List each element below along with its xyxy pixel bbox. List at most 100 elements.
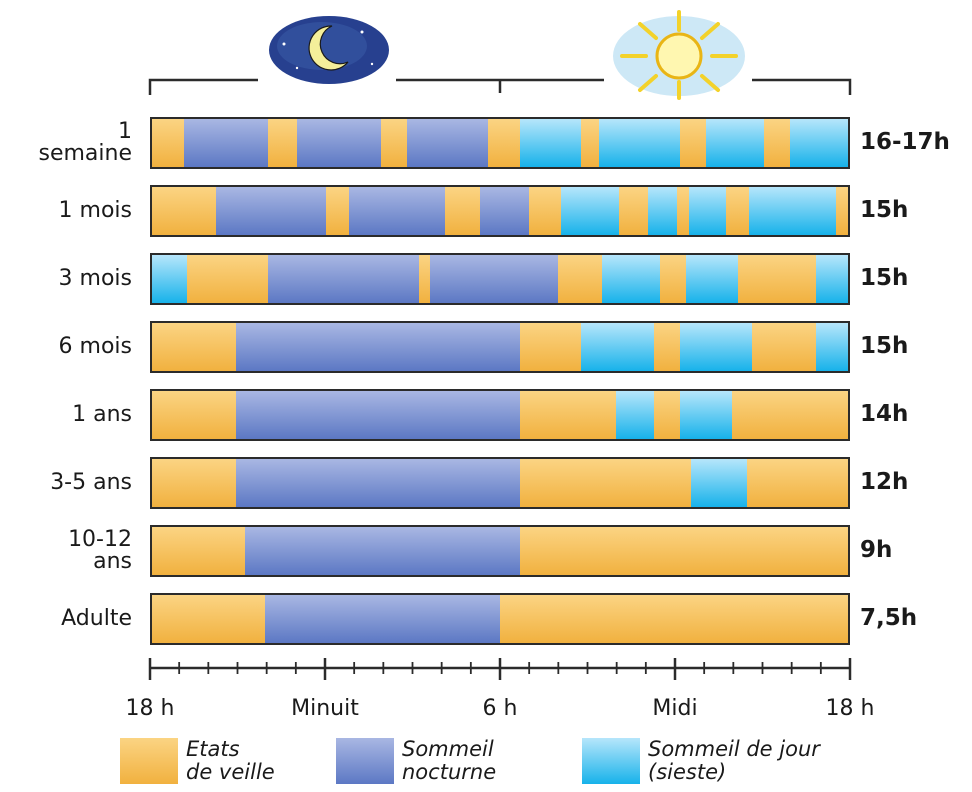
axis-label: Midi	[652, 696, 698, 721]
sleep-bar	[150, 117, 850, 169]
segment-nocturne	[236, 323, 521, 371]
row-label: 1 ans	[0, 404, 132, 426]
segment-veille	[653, 323, 681, 371]
row-total: 7,5h	[860, 605, 918, 631]
row-total: 12h	[860, 469, 909, 495]
segment-nocturne	[297, 119, 382, 167]
segment-veille	[752, 323, 817, 371]
axis-label: 18 h	[825, 696, 875, 721]
segment-veille	[558, 255, 603, 303]
sleep-bar	[150, 389, 850, 441]
segment-sieste	[691, 459, 748, 507]
segment-nocturne	[236, 391, 521, 439]
segment-sieste	[520, 119, 582, 167]
segment-veille	[268, 119, 298, 167]
sleep-bar	[150, 525, 850, 577]
segment-veille	[732, 391, 848, 439]
legend-label-veille: Etats de veille	[186, 738, 275, 784]
row-total: 16-17h	[860, 129, 950, 155]
segment-sieste	[616, 391, 655, 439]
segment-nocturne	[349, 187, 446, 235]
row-label-line: 1 ans	[72, 402, 132, 427]
segment-veille	[520, 527, 848, 575]
segment-veille	[659, 255, 687, 303]
segment-sieste	[560, 187, 620, 235]
row-label-line: 1	[118, 119, 132, 144]
legend-label-line: Sommeil de jour	[648, 737, 820, 761]
row-total: 15h	[860, 265, 909, 291]
segment-sieste	[685, 255, 739, 303]
sleep-bar	[150, 185, 850, 237]
row-label: 10-12 ans	[0, 529, 132, 573]
segment-veille	[418, 255, 431, 303]
row-label-line: 3-5 ans	[50, 470, 132, 495]
row-total: 14h	[860, 401, 909, 427]
segment-veille	[737, 255, 817, 303]
row-label-line: 3 mois	[58, 266, 132, 291]
segment-veille	[520, 391, 617, 439]
row-label-line: ans	[93, 549, 132, 574]
legend-swatch-sieste	[582, 738, 640, 784]
segment-veille	[618, 187, 649, 235]
row-label: 1 semaine	[0, 119, 133, 166]
row-label-line: semaine	[38, 141, 133, 166]
row-label: 3 mois	[0, 268, 132, 290]
segment-veille	[746, 459, 848, 507]
segment-sieste	[601, 255, 661, 303]
segment-sieste	[688, 187, 727, 235]
row-label: 6 mois	[0, 336, 132, 358]
segment-veille	[581, 119, 600, 167]
segment-veille	[186, 255, 269, 303]
segment-veille	[152, 595, 266, 643]
segment-sieste	[816, 323, 848, 371]
segment-sieste	[679, 391, 733, 439]
axis-label: 6 h	[482, 696, 518, 721]
axis-label: 18 h	[125, 696, 175, 721]
segment-nocturne	[407, 119, 489, 167]
segment-sieste	[152, 255, 188, 303]
row-label: Adulte	[0, 608, 132, 630]
segment-nocturne	[265, 595, 501, 643]
axis-label: Minuit	[291, 696, 359, 721]
segment-nocturne	[244, 527, 521, 575]
legend-label-line: Etats	[186, 737, 240, 761]
segment-nocturne	[236, 459, 521, 507]
segment-sieste	[598, 119, 681, 167]
segment-veille	[152, 527, 246, 575]
segment-veille	[152, 187, 217, 235]
segment-veille	[763, 119, 791, 167]
row-total: 15h	[860, 197, 909, 223]
top-bracket	[148, 78, 852, 95]
segment-sieste	[790, 119, 848, 167]
legend-swatch-nocturne	[336, 738, 394, 784]
segment-sieste	[816, 255, 848, 303]
segment-veille	[653, 391, 681, 439]
row-label-line: 1 mois	[58, 198, 132, 223]
row-label-line: Adulte	[61, 606, 132, 631]
segment-veille	[676, 187, 690, 235]
segment-veille	[529, 187, 562, 235]
segment-veille	[152, 459, 237, 507]
row-total: 15h	[860, 333, 909, 359]
segment-veille	[152, 119, 185, 167]
sleep-bar	[150, 593, 850, 645]
segment-sieste	[749, 187, 837, 235]
legend-label-line: (sieste)	[648, 760, 727, 784]
segment-nocturne	[479, 187, 530, 235]
row-label-line: 6 mois	[58, 334, 132, 359]
legend-label-line: de veille	[186, 760, 275, 784]
segment-veille	[726, 187, 750, 235]
segment-nocturne	[183, 119, 269, 167]
time-axis	[148, 658, 852, 680]
segment-veille	[488, 119, 521, 167]
row-label-line: 10-12	[68, 527, 132, 552]
segment-sieste	[647, 187, 678, 235]
sleep-bar	[150, 253, 850, 305]
row-label: 1 mois	[0, 200, 132, 222]
sleep-bar	[150, 457, 850, 509]
sun-icon	[613, 10, 745, 100]
segment-veille	[381, 119, 408, 167]
moon-icon	[269, 16, 389, 84]
segment-veille	[500, 595, 848, 643]
